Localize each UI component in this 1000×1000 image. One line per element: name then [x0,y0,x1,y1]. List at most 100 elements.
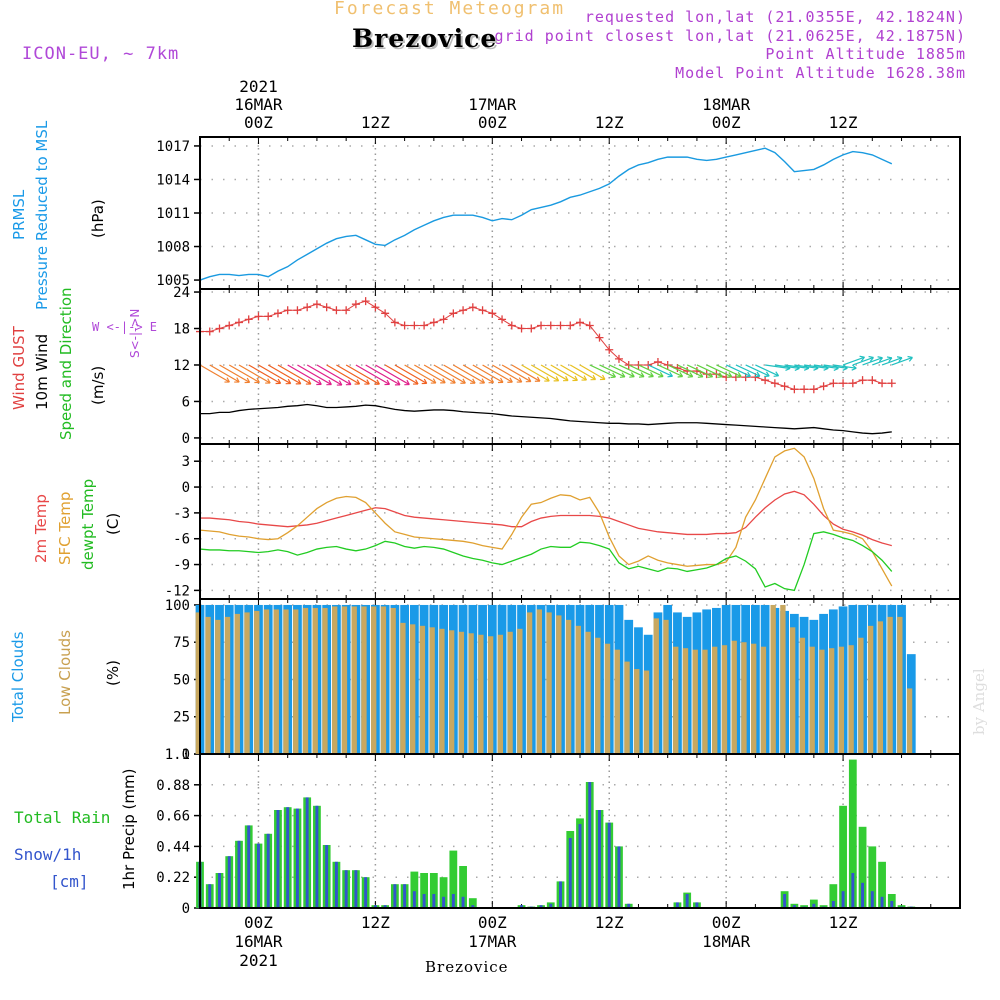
wind-arrow [706,364,732,378]
low-cloud-bar [380,606,387,754]
low-cloud-bar [819,649,825,754]
wind-arrow [862,357,883,366]
wind-arrow-head [507,377,513,383]
y-tick-label: 1.1 [165,747,190,763]
wind-arrow [248,364,281,384]
gust-marker [527,324,536,333]
snow-bar [617,846,621,908]
low-cloud-bar [702,649,708,754]
snow-bar [364,877,368,908]
low-cloud-bar [478,634,484,754]
wind-arrow [638,364,664,378]
wind-arrow [647,364,673,377]
wind-arrow-head [590,374,597,381]
low-cloud-bar [663,619,669,754]
snow-bar [812,903,816,908]
low-cloud-bar [205,616,211,754]
sfc-temp-line [199,447,893,587]
wind-arrow [833,364,857,369]
top-hour-label: 00Z [712,113,741,132]
gust-marker [605,345,614,354]
snow-bar [325,845,329,908]
wind-arrow-head [629,372,635,378]
wind-arrow [326,364,360,385]
wind10-line [200,403,892,435]
low-cloud-bar [585,631,591,754]
wind-arrow-head [877,356,883,362]
rain-bar [868,846,877,908]
low-cloud-bar [390,607,396,754]
t2m-line [200,490,892,547]
y-tick-label: 0.22 [156,870,190,886]
snow-bar [471,905,475,908]
wind-arrow-head [544,376,550,382]
wind-arrow [423,364,456,384]
wind-arrow [277,364,312,385]
y-tick-label: 1011 [156,206,190,222]
wind-arrow [228,364,260,383]
y-tick-label: 75 [173,635,190,651]
y-tick-label: 1008 [156,240,190,256]
low-cloud-bar [634,669,640,754]
wind-arrow [199,364,230,383]
gust-marker [468,303,477,312]
wind-arrow-head [581,375,588,381]
wind-arrow-head [658,371,664,378]
wind-arrow [501,364,532,383]
wind-arrow [628,364,654,378]
gust-marker [361,297,370,306]
wind-arrow [608,364,635,378]
wind-arrow [881,357,903,366]
low-cloud-bar [254,610,260,754]
wind-arrow [316,364,352,386]
y-tick-label: 0 [182,431,190,447]
snow-bar [841,891,845,908]
y-tick-label: -9 [173,558,190,574]
bottom-hour-label: 00Z [244,913,273,932]
wind-arrow [404,364,437,384]
y-tick-label: 1005 [156,273,190,289]
snow-bar [412,891,416,908]
total-rain-label: Total Rain [14,808,111,827]
gust-marker [351,300,360,309]
wind-arrow-head [610,372,616,379]
snow-bar [588,782,592,908]
low-cloud-bar [195,612,201,754]
low-cloud-bar [828,648,835,754]
gust-marker [546,321,555,330]
wind-arrow-head [285,378,292,385]
gust-marker [488,309,497,318]
gust-marker [663,360,672,369]
wind-arrow [589,364,616,378]
gust-marker [566,321,575,330]
gust-marker [614,354,623,363]
model-label: ICON-EU, ~ 7km [22,44,180,64]
wind-arrow-head [638,372,645,378]
gust-marker [371,303,380,312]
rain-bar [839,805,847,908]
low-cloud-bar [575,625,581,754]
snow-bar [627,903,631,908]
wind-arrow-head [305,379,312,385]
low-cloud-bar [409,624,416,754]
low-cloud-bar [302,607,309,754]
wind-arrow-head [745,371,751,378]
snow-bar [422,894,426,908]
y-tick-label: 12 [173,358,190,374]
gust-marker [410,321,419,330]
snow-bar [295,808,299,908]
y-tick-label: 25 [173,710,190,726]
snow-bar [208,884,212,908]
wind-arrow-head [497,377,504,384]
gust-marker [459,306,468,315]
snow-bar [451,894,455,908]
footer-station: Brezovice [425,958,509,976]
snow-bar [237,840,241,908]
y-tick-label: 6 [182,394,190,410]
low-cloud-bar [780,604,786,754]
gust-line [200,300,892,390]
snow-bar [354,870,358,908]
snow-bar [880,896,884,908]
dewpt-line [199,531,893,592]
